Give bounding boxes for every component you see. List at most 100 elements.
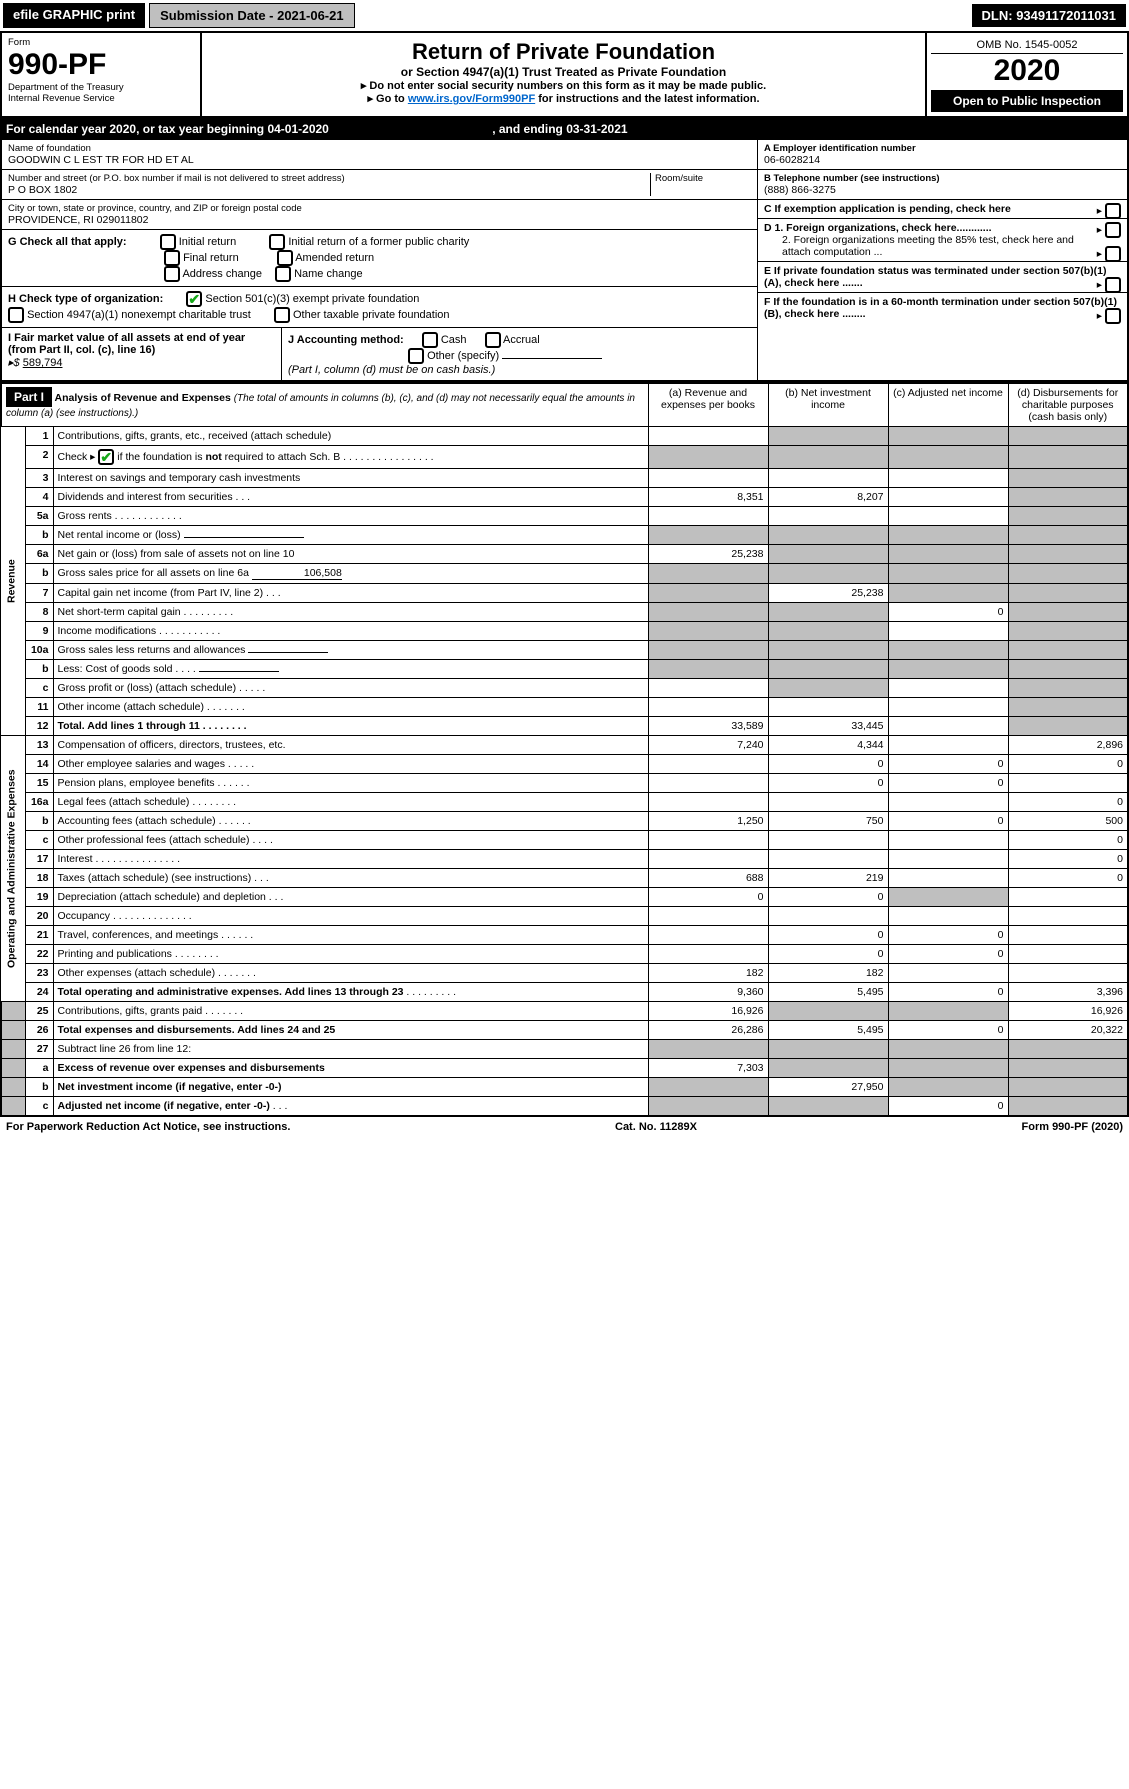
line-3: Interest on savings and temporary cash i… — [53, 469, 648, 488]
initial-former-checkbox[interactable] — [269, 234, 285, 250]
accrual-checkbox[interactable] — [485, 332, 501, 348]
line-24: Total operating and administrative expen… — [53, 983, 648, 1002]
city-label: City or town, state or province, country… — [8, 203, 751, 214]
other-method-checkbox[interactable] — [408, 348, 424, 364]
dln-box: DLN: 93491172011031 — [972, 4, 1126, 27]
schb-checkbox[interactable] — [98, 449, 114, 465]
line-9: Income modifications . . . . . . . . . .… — [53, 622, 648, 641]
form-title: Return of Private Foundation — [208, 39, 919, 65]
footer-left: For Paperwork Reduction Act Notice, see … — [6, 1121, 290, 1133]
submission-date-box: Submission Date - 2021-06-21 — [149, 3, 355, 28]
line-10a: Gross sales less returns and allowances — [53, 641, 648, 660]
part1-table: Part I Analysis of Revenue and Expenses … — [0, 382, 1129, 1117]
name-label: Name of foundation — [8, 143, 751, 154]
amended-return-checkbox[interactable] — [277, 250, 293, 266]
calendar-year-row: For calendar year 2020, or tax year begi… — [0, 118, 1129, 140]
open-inspection: Open to Public Inspection — [931, 90, 1123, 112]
line-27c: Adjusted net income (if negative, enter … — [53, 1097, 648, 1117]
efile-button[interactable]: efile GRAPHIC print — [3, 3, 145, 28]
dept-label: Department of the Treasury — [8, 82, 194, 93]
line-18: Taxes (attach schedule) (see instruction… — [53, 869, 648, 888]
line-1: Contributions, gifts, grants, etc., rece… — [53, 427, 648, 446]
phone-value: (888) 866-3275 — [764, 184, 1121, 196]
f-label: F If the foundation is in a 60-month ter… — [764, 296, 1117, 320]
line-16c: Other professional fees (attach schedule… — [53, 831, 648, 850]
city-value: PROVIDENCE, RI 029011802 — [8, 214, 751, 226]
ein-label: A Employer identification number — [764, 143, 1121, 154]
line-27a: Excess of revenue over expenses and disb… — [53, 1059, 648, 1078]
col-d-header: (d) Disbursements for charitable purpose… — [1008, 383, 1128, 427]
h-row: H Check type of organization: Section 50… — [2, 287, 757, 328]
line-21: Travel, conferences, and meetings . . . … — [53, 926, 648, 945]
line-16b: Accounting fees (attach schedule) . . . … — [53, 812, 648, 831]
line-14: Other employee salaries and wages . . . … — [53, 755, 648, 774]
cash-checkbox[interactable] — [422, 332, 438, 348]
d2-checkbox[interactable] — [1105, 246, 1121, 262]
footer: For Paperwork Reduction Act Notice, see … — [0, 1117, 1129, 1137]
g-row: G Check all that apply: Initial return I… — [2, 230, 757, 287]
line-15: Pension plans, employee benefits . . . .… — [53, 774, 648, 793]
f-checkbox[interactable] — [1105, 308, 1121, 324]
line-27b: Net investment income (if negative, ente… — [53, 1078, 648, 1097]
foundation-name: GOODWIN C L EST TR FOR HD ET AL — [8, 154, 751, 166]
form-number: 990-PF — [8, 48, 194, 82]
part1-label: Part I — [6, 387, 52, 407]
line-23: Other expenses (attach schedule) . . . .… — [53, 964, 648, 983]
name-change-checkbox[interactable] — [275, 266, 291, 282]
irs-label: Internal Revenue Service — [8, 93, 194, 104]
line-26: Total expenses and disbursements. Add li… — [53, 1021, 648, 1040]
omb-number: OMB No. 1545-0052 — [931, 37, 1123, 54]
e-label: E If private foundation status was termi… — [764, 265, 1106, 289]
j-note: (Part I, column (d) must be on cash basi… — [288, 364, 495, 376]
initial-return-checkbox[interactable] — [160, 234, 176, 250]
form-header: Form 990-PF Department of the Treasury I… — [0, 31, 1129, 118]
line-22: Printing and publications . . . . . . . … — [53, 945, 648, 964]
footer-right: Form 990-PF (2020) — [1022, 1121, 1124, 1133]
col-b-header: (b) Net investment income — [768, 383, 888, 427]
part1-title: Analysis of Revenue and Expenses — [55, 392, 231, 404]
c-checkbox[interactable] — [1105, 203, 1121, 219]
line-13: Compensation of officers, directors, tru… — [53, 736, 648, 755]
line-10b: Less: Cost of goods sold . . . . — [53, 660, 648, 679]
expense-label: Operating and Administrative Expenses — [1, 736, 25, 1002]
line-19: Depreciation (attach schedule) and deple… — [53, 888, 648, 907]
other-taxable-checkbox[interactable] — [274, 307, 290, 323]
line-10c: Gross profit or (loss) (attach schedule)… — [53, 679, 648, 698]
line-4: Dividends and interest from securities .… — [53, 488, 648, 507]
line-5b: Net rental income or (loss) — [53, 526, 648, 545]
i-label: I Fair market value of all assets at end… — [8, 332, 245, 356]
d1-checkbox[interactable] — [1105, 222, 1121, 238]
e-checkbox[interactable] — [1105, 277, 1121, 293]
fmv-value: 589,794 — [23, 357, 63, 369]
line-17: Interest . . . . . . . . . . . . . . . — [53, 850, 648, 869]
ein-value: 06-6028214 — [764, 154, 1121, 166]
line-6b: Gross sales price for all assets on line… — [53, 564, 648, 584]
footer-mid: Cat. No. 11289X — [615, 1121, 697, 1133]
address-change-checkbox[interactable] — [164, 266, 180, 282]
line-11: Other income (attach schedule) . . . . .… — [53, 698, 648, 717]
line-8: Net short-term capital gain . . . . . . … — [53, 603, 648, 622]
addr-label: Number and street (or P.O. box number if… — [8, 173, 646, 184]
d2-label: 2. Foreign organizations meeting the 85%… — [782, 234, 1074, 258]
line-6a: Net gain or (loss) from sale of assets n… — [53, 545, 648, 564]
col-c-header: (c) Adjusted net income — [888, 383, 1008, 427]
form-subtitle: or Section 4947(a)(1) Trust Treated as P… — [208, 65, 919, 79]
501c3-checkbox[interactable] — [186, 291, 202, 307]
col-a-header: (a) Revenue and expenses per books — [648, 383, 768, 427]
c-label: C If exemption application is pending, c… — [764, 203, 1011, 215]
address: P O BOX 1802 — [8, 184, 646, 196]
4947-checkbox[interactable] — [8, 307, 24, 323]
instr-line-2: ▸ Go to www.irs.gov/Form990PF for instru… — [208, 92, 919, 105]
line-2: Check ▸ if the foundation is not require… — [53, 446, 648, 469]
form990pf-link[interactable]: www.irs.gov/Form990PF — [408, 93, 535, 105]
phone-label: B Telephone number (see instructions) — [764, 173, 1121, 184]
d1-label: D 1. Foreign organizations, check here..… — [764, 222, 992, 234]
instr-line-1: ▸ Do not enter social security numbers o… — [208, 79, 919, 92]
tax-year: 2020 — [931, 54, 1123, 88]
info-block: Name of foundation GOODWIN C L EST TR FO… — [0, 140, 1129, 382]
line-5a: Gross rents . . . . . . . . . . . . — [53, 507, 648, 526]
top-bar: efile GRAPHIC print Submission Date - 20… — [0, 0, 1129, 31]
room-label: Room/suite — [655, 173, 751, 184]
form-word: Form — [8, 37, 194, 48]
final-return-checkbox[interactable] — [164, 250, 180, 266]
